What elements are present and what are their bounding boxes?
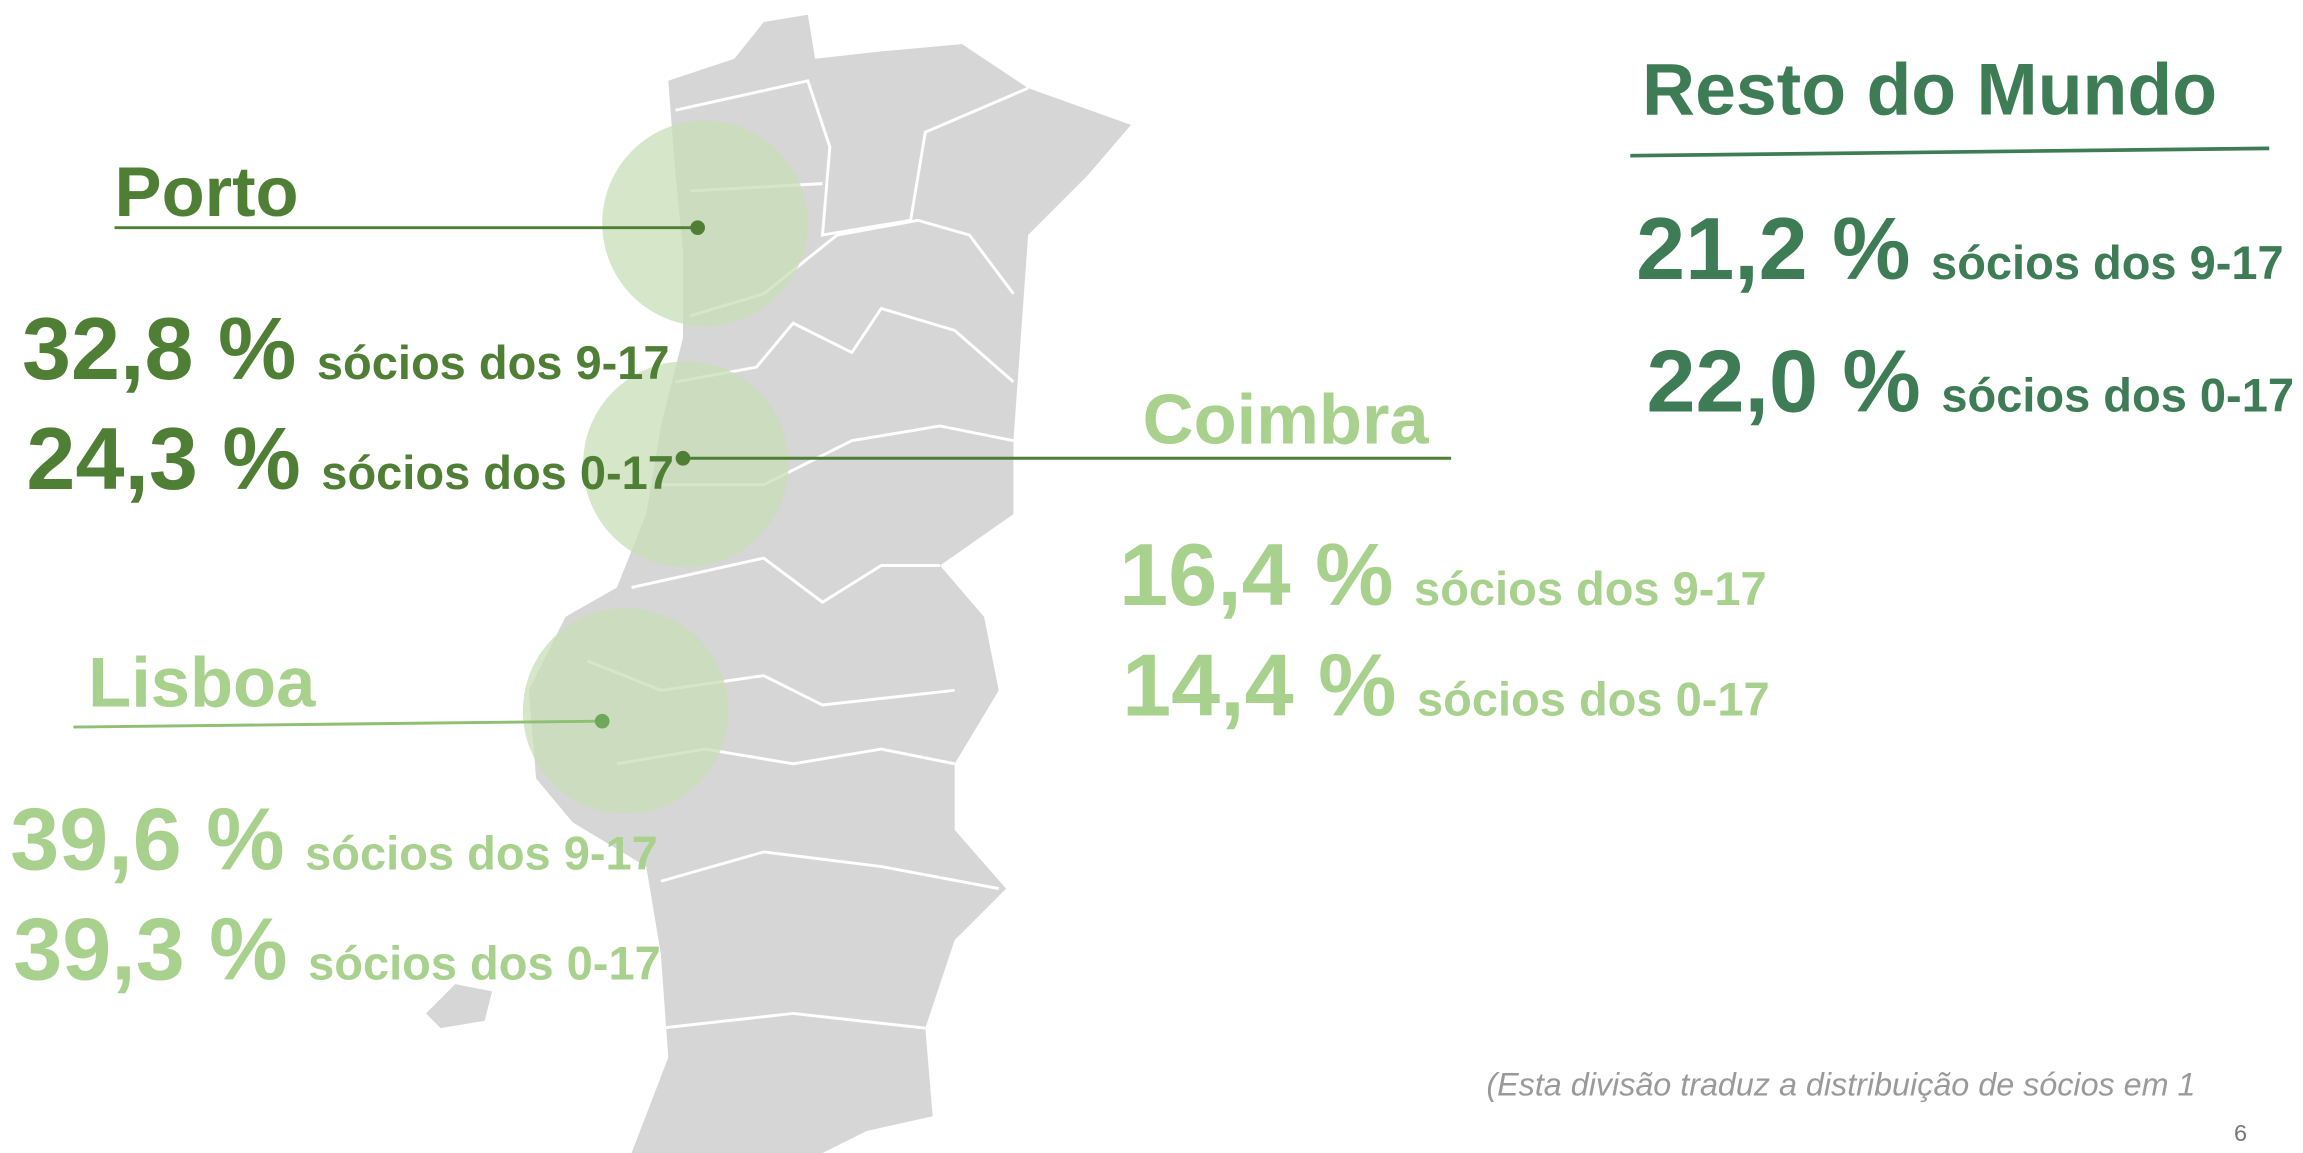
lisboa-highlight: [522, 608, 729, 814]
stat-label: sócios dos 9-17: [305, 827, 658, 880]
stat: 22,0 % sócios dos 0-17: [1646, 331, 2294, 430]
stat-value: 32,8 %: [22, 299, 296, 398]
stat-value: 39,3 %: [13, 900, 287, 999]
region-name: Resto do Mundo: [1642, 49, 2217, 131]
portugal-outline: [528, 14, 1131, 1153]
stat-value: 24,3 %: [26, 409, 300, 508]
stat-value: 22,0 %: [1646, 331, 1920, 430]
region-name: Porto: [115, 152, 299, 231]
stat-label: sócios dos 0-17: [321, 446, 674, 499]
stat: 16,4 % sócios dos 9-17: [1119, 525, 1767, 624]
page-number: 6: [2234, 1120, 2247, 1146]
leader-dot: [675, 450, 691, 466]
map: [425, 14, 1131, 1153]
stat: 24,3 % sócios dos 0-17: [26, 409, 674, 508]
stat-value: 16,4 %: [1119, 525, 1393, 624]
leader-line: [73, 719, 603, 729]
leader-dot: [690, 220, 705, 236]
stat-label: sócios dos 0-17: [308, 937, 661, 990]
island: [425, 984, 493, 1029]
stat: 21,2 % sócios dos 9-17: [1636, 199, 2284, 298]
region-name: Coimbra: [1143, 380, 1430, 459]
leader-dot: [594, 713, 610, 729]
footnote: (Esta divisão traduz a distribuição de s…: [1486, 1067, 2195, 1103]
porto-highlight: [602, 120, 808, 327]
title-underline: [1630, 146, 2270, 158]
stat: 14,4 % sócios dos 0-17: [1122, 635, 1770, 734]
stat: 39,3 % sócios dos 0-17: [13, 900, 661, 999]
stat-label: sócios dos 9-17: [1931, 236, 2284, 289]
stat-label: sócios dos 9-17: [317, 336, 670, 389]
stat-value: 14,4 %: [1122, 635, 1396, 734]
stat: 39,6 % sócios dos 9-17: [10, 790, 658, 889]
stat-value: 39,6 %: [10, 790, 284, 889]
stat-label: sócios dos 9-17: [1414, 562, 1767, 615]
stat-value: 21,2 %: [1636, 199, 1910, 298]
stat: 32,8 % sócios dos 9-17: [22, 299, 670, 398]
stat-label: sócios dos 0-17: [1941, 368, 2294, 421]
region-name: Lisboa: [88, 642, 316, 721]
stat-label: sócios dos 0-17: [1417, 672, 1770, 725]
